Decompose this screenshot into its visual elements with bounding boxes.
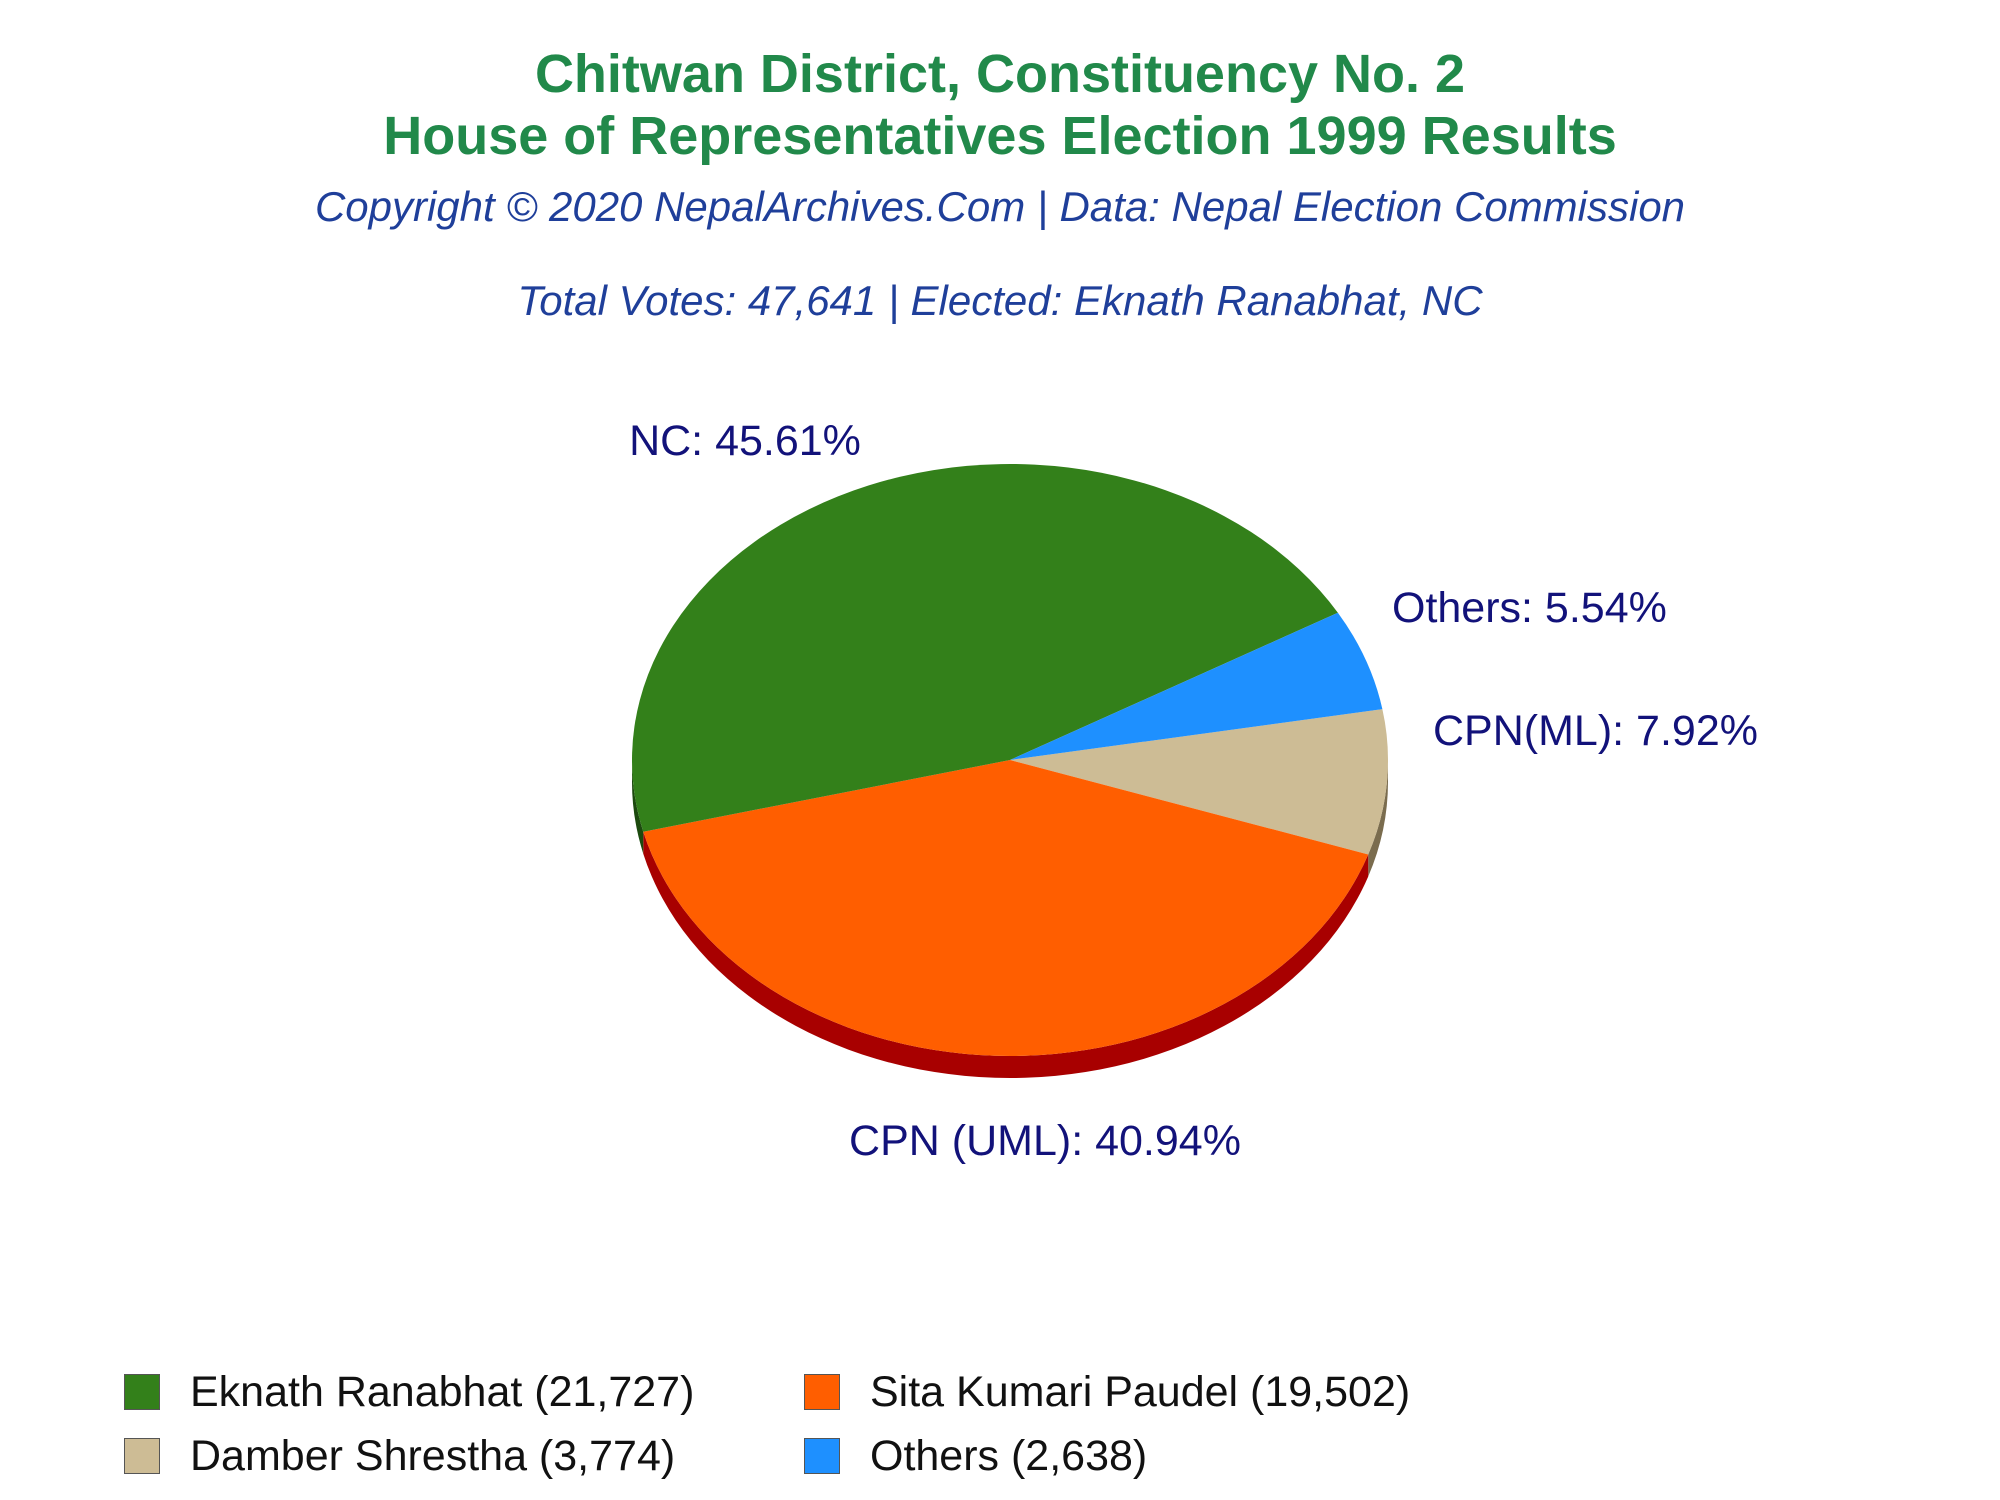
slice-label: CPN(ML): 7.92% (1433, 707, 1758, 755)
legend-swatch (124, 1438, 160, 1474)
legend-label: Eknath Ranabhat (21,727) (190, 1367, 695, 1416)
legend-item: Others (2,638) (804, 1430, 1484, 1482)
legend-label: Sita Kumari Paudel (19,502) (870, 1367, 1411, 1416)
legend-item: Eknath Ranabhat (21,727) (124, 1366, 804, 1418)
legend-item: Sita Kumari Paudel (19,502) (804, 1366, 1484, 1418)
vote-summary: Total Votes: 47,641 | Elected: Eknath Ra… (517, 277, 1483, 324)
pie-slice-depth (632, 760, 644, 854)
slice-label: NC: 45.61% (629, 417, 861, 465)
legend-swatch (804, 1438, 840, 1474)
legend-label: Others (2,638) (870, 1431, 1148, 1480)
pie-slice-depth (1368, 760, 1388, 877)
pie-slice-cpn-ml (1010, 709, 1388, 855)
slice-label: Others: 5.54% (1392, 584, 1667, 632)
pie-slice-cpn-uml (643, 760, 1369, 1056)
legend-item: Damber Shrestha (3,774) (124, 1430, 804, 1482)
chart-legend: Eknath Ranabhat (21,727) Sita Kumari Paud… (124, 1366, 1484, 1482)
legend-swatch (124, 1374, 160, 1410)
legend-label: Damber Shrestha (3,774) (190, 1431, 676, 1480)
chart-title-line-1: Chitwan District, Constituency No. 2 (534, 44, 1466, 104)
chart-title-line-2: House of Representatives Election 1999 R… (383, 106, 1617, 166)
legend-swatch (804, 1374, 840, 1410)
chart-subtitle: Copyright © 2020 NepalArchives.Com | Dat… (314, 183, 1686, 230)
pie-slice-others (1010, 612, 1383, 760)
slice-label: CPN (UML): 40.94% (849, 1117, 1241, 1165)
pie-slice-nc (632, 464, 1338, 832)
